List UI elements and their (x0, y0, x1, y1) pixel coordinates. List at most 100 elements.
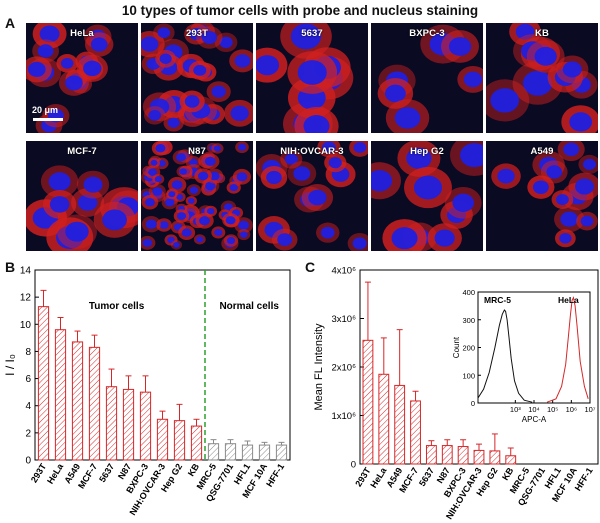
nucleus (176, 194, 184, 200)
tile-nih-ovcar3: NIH:OVCAR-3 (256, 141, 368, 251)
y-tick-label: 3x10⁶ (331, 314, 356, 325)
nucleus (562, 61, 582, 78)
y-tick-label: 4x10⁶ (331, 266, 356, 277)
nucleus (452, 193, 475, 212)
y-tick-label: 2 (25, 428, 31, 439)
nucleus (164, 198, 175, 207)
nucleus (225, 216, 236, 225)
nucleus (206, 208, 215, 215)
nucleus (394, 107, 421, 129)
nucleus (384, 84, 406, 103)
scale-bar-label: 20 μm (32, 105, 59, 115)
nucleus (157, 27, 171, 38)
nucleus (181, 228, 192, 237)
nucleus (297, 60, 327, 85)
nucleus (184, 95, 200, 108)
bar (362, 339, 374, 465)
nucleus (236, 172, 248, 182)
y-tick-label: 2x10⁶ (331, 363, 356, 374)
nucleus (176, 212, 187, 220)
nucleus (157, 160, 166, 167)
nucleus (460, 143, 483, 168)
bar (275, 444, 288, 461)
nucleus (569, 112, 593, 132)
inset-x-tick-label: 10⁶ (566, 405, 577, 414)
bar (410, 400, 421, 465)
nucleus (532, 180, 549, 194)
nucleus (238, 220, 250, 230)
nucleus (230, 105, 249, 122)
inset-series-line (477, 309, 533, 403)
nucleus (226, 236, 236, 245)
nucleus (197, 171, 209, 181)
tile-hepg2: Hep G2 (371, 141, 483, 251)
y-tick-label: 14 (20, 266, 32, 277)
bar (173, 420, 186, 461)
nucleus (322, 141, 336, 154)
nucleus (353, 142, 367, 153)
y-tick-label: 1x10⁶ (331, 411, 356, 422)
bar (505, 455, 517, 465)
nucleus (148, 110, 162, 121)
nucleus (214, 228, 223, 236)
nucleus (515, 23, 535, 40)
category-label: HFF-1 (264, 462, 286, 489)
bar (473, 449, 485, 465)
nucleus (277, 233, 293, 246)
nucleus (204, 156, 216, 166)
category-label: HeLa (45, 461, 66, 486)
nucleus (171, 180, 183, 190)
bar (122, 388, 135, 461)
cell-image (141, 23, 253, 132)
cell-image (371, 141, 483, 251)
inset-series-label: MRC-5 (484, 295, 511, 305)
bar (71, 341, 84, 461)
y-axis-label: I / I₀ (3, 354, 17, 376)
category-label: 5637 (97, 462, 116, 484)
nucleus (176, 153, 186, 162)
panel-b-letter: B (5, 259, 16, 275)
bar (241, 444, 254, 461)
nucleus (219, 36, 233, 49)
cell-image (486, 23, 598, 133)
bar (54, 329, 67, 461)
nucleus (293, 166, 311, 181)
category-label: 5637 (417, 466, 436, 488)
nucleus (152, 187, 163, 196)
inset-x-label: APC-A (522, 415, 547, 424)
inset-y-tick-label: 300 (462, 316, 475, 325)
nucleus (290, 23, 322, 50)
panel-c-letter: C (305, 259, 316, 275)
tile-293t: 293T (141, 23, 253, 133)
inset-y-label: Count (452, 336, 461, 358)
tile-n87: N87 (141, 141, 253, 251)
scale-bar-line (33, 118, 63, 121)
inset-x-tick-label: 10⁴ (528, 405, 540, 414)
nucleus (201, 30, 218, 44)
nucleus (284, 153, 298, 165)
cell-image (491, 141, 598, 248)
cell-image (26, 165, 138, 251)
inset-x-tick-label: 10⁵ (547, 405, 558, 414)
inset-series-line (546, 296, 589, 403)
nucleus (39, 25, 60, 43)
nucleus (179, 168, 187, 175)
bar (88, 346, 101, 461)
nucleus (142, 238, 153, 247)
inset-y-tick-label: 400 (462, 288, 475, 297)
category-label: KB (186, 461, 202, 478)
nucleus (556, 194, 569, 205)
nucleus (196, 236, 204, 243)
nucleus (213, 145, 222, 152)
nucleus (167, 236, 175, 244)
nucleus (229, 184, 238, 192)
nucleus (497, 168, 515, 184)
nucleus (371, 170, 393, 192)
nucleus (148, 168, 158, 176)
nucleus (189, 28, 204, 41)
tile-label: N87 (188, 146, 206, 157)
nucleus (60, 57, 74, 69)
tile-label: NIH:OVCAR-3 (280, 146, 344, 157)
cell-image (141, 141, 253, 251)
